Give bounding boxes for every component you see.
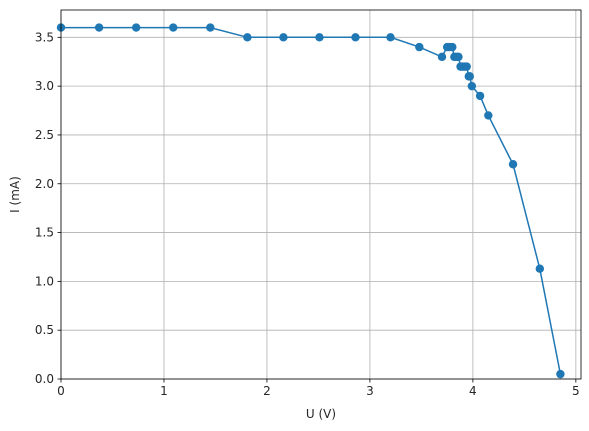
data-point [279, 33, 288, 42]
data-point [437, 52, 447, 62]
x-axis-label: U (V) [306, 407, 336, 421]
data-point [448, 42, 457, 52]
y-tick-label: 2.0 [35, 177, 54, 191]
y-tick-label: 1.5 [35, 226, 54, 240]
y-tick-label: 1.0 [35, 274, 54, 288]
data-point [465, 72, 474, 81]
x-tick-label: 5 [572, 384, 580, 398]
data-point [415, 42, 424, 52]
x-tick-label: 0 [57, 384, 65, 398]
data-point [462, 62, 471, 71]
data-point [94, 23, 104, 32]
x-tick-label: 3 [366, 384, 374, 398]
data-point [386, 33, 395, 42]
data-point [484, 111, 493, 120]
data-point [315, 33, 324, 42]
plot-frame [60, 9, 582, 380]
y-tick-label: 0.0 [35, 372, 54, 386]
x-tick-label: 2 [263, 384, 271, 398]
data-point [454, 52, 463, 62]
data-point [131, 23, 141, 32]
y-tick-label: 2.5 [35, 128, 54, 142]
x-tick-label: 4 [469, 384, 477, 398]
data-point [508, 160, 518, 169]
data-point [243, 33, 252, 42]
data-point [475, 91, 485, 101]
series-group [56, 23, 565, 379]
data-point [169, 23, 178, 32]
y-tick-label: 3.0 [35, 79, 54, 93]
y-axis-label: I (mA) [8, 176, 22, 213]
data-point [206, 23, 215, 32]
ticks: 0 1 2 3 4 5 0.0 0.5 1.0 1.5 2.0 2.5 3.0 3.5 [35, 30, 580, 398]
data-point [467, 81, 477, 91]
data-point [535, 264, 545, 273]
y-tick-label: 3.5 [35, 30, 54, 44]
data-point [351, 33, 360, 42]
y-tick-label: 0.5 [35, 323, 54, 337]
x-tick-label: 1 [160, 384, 168, 398]
data-point [556, 369, 565, 379]
